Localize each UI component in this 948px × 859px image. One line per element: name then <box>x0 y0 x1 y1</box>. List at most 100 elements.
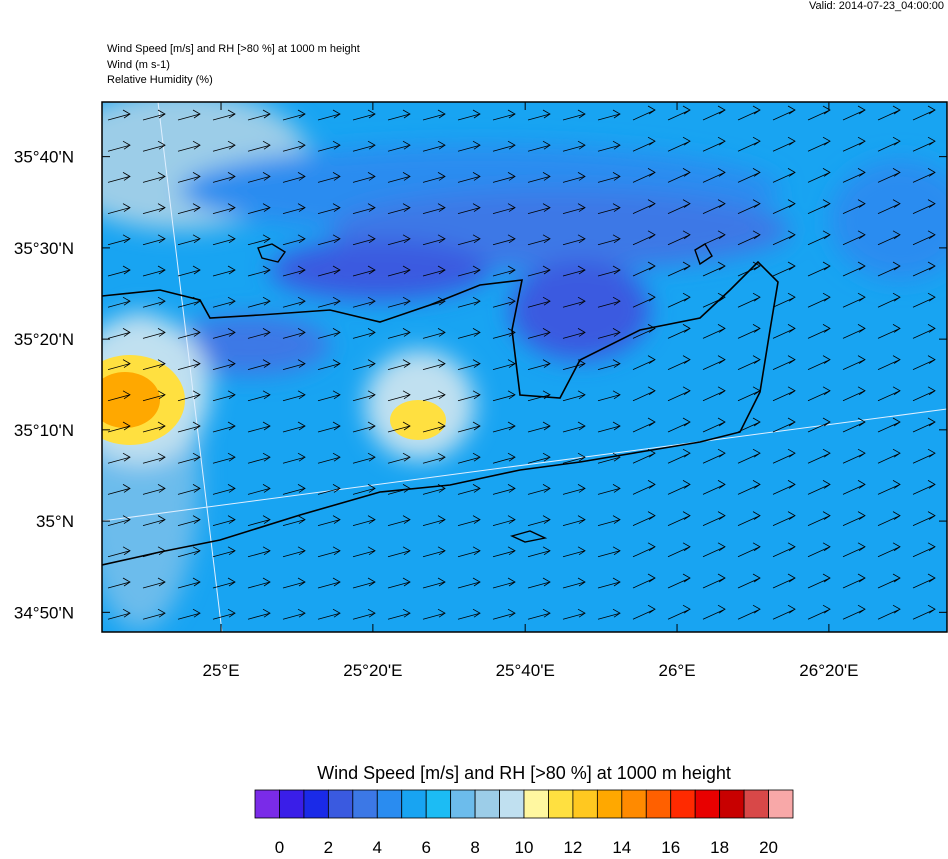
wind-arrow <box>212 140 236 152</box>
colorbar-swatch <box>279 789 305 819</box>
wind-arrow <box>457 577 481 589</box>
wind-arrow <box>387 577 411 589</box>
wind-arrow <box>422 234 446 246</box>
wind-arrow <box>282 515 306 526</box>
wind-arrow <box>562 234 586 246</box>
wind-arrow <box>877 604 901 620</box>
wind-arrow <box>317 172 341 183</box>
wind-arrow <box>912 604 936 620</box>
wind-arrow <box>702 386 726 402</box>
wind-arrow <box>317 359 341 370</box>
wind-arrow <box>317 390 341 402</box>
y-tick-label: 35°40'N <box>14 148 74 167</box>
wind-arrow <box>492 515 516 526</box>
wind-arrow <box>387 140 411 152</box>
wind-arrow <box>247 203 271 214</box>
wind-arrow <box>632 105 656 121</box>
wind-arrow <box>282 328 306 339</box>
wind-arrow <box>842 355 866 370</box>
wind-arrow <box>492 203 516 214</box>
wind-arrow <box>667 105 691 121</box>
wind-arrow <box>247 484 271 495</box>
wind-arrow <box>912 480 936 495</box>
wind-arrow <box>457 546 481 558</box>
wind-arrow <box>562 172 586 183</box>
wind-arrow <box>737 604 761 620</box>
wind-arrow <box>842 105 866 121</box>
wind-arrow <box>877 261 901 277</box>
wind-arrow <box>702 448 726 464</box>
wind-arrow <box>807 386 831 402</box>
wind-arrow <box>877 511 901 526</box>
wind-arrow <box>457 172 481 183</box>
wind-arrow <box>772 573 796 589</box>
wind-arrow <box>107 608 131 620</box>
wind-arrows <box>107 105 936 620</box>
wind-arrow <box>142 608 166 620</box>
wind-arrow <box>107 203 131 214</box>
wind-arrow <box>632 542 656 558</box>
wind-arrow <box>597 390 621 402</box>
wind-arrow <box>667 136 691 152</box>
colorbar-swatch <box>327 789 354 819</box>
wind-arrow <box>527 328 551 339</box>
wind-arrow <box>632 604 656 620</box>
wind-arrow <box>317 484 341 495</box>
wind-arrow <box>422 390 446 402</box>
wind-arrow <box>842 573 866 589</box>
wind-arrow <box>352 546 376 558</box>
wind-arrow <box>177 359 201 370</box>
map-frame <box>101 101 948 633</box>
wind-arrow <box>212 577 236 589</box>
wind-arrow <box>247 390 271 402</box>
island <box>257 243 713 543</box>
wind-arrow <box>632 168 656 183</box>
wind-arrow <box>387 515 411 526</box>
wind-arrow <box>177 328 201 339</box>
wind-arrow <box>807 199 831 214</box>
wind-arrow <box>107 140 131 152</box>
wind-arrow <box>562 296 586 308</box>
colorbar-swatch <box>352 789 378 819</box>
colorbar-swatch <box>645 789 672 819</box>
wind-arrow <box>842 324 866 339</box>
wind-arrow <box>842 136 866 152</box>
wind-arrow <box>317 452 341 464</box>
wind-arrow <box>702 230 726 246</box>
wind-arrow <box>702 542 726 558</box>
wind-arrow <box>352 390 376 402</box>
wind-arrow <box>912 105 936 121</box>
wind-arrow <box>737 230 761 246</box>
wind-arrow <box>492 577 516 589</box>
wind-arrow <box>422 265 446 277</box>
wind-arrow <box>737 511 761 526</box>
wind-arrow <box>667 604 691 620</box>
wind-arrow <box>772 199 796 214</box>
wind-arrow <box>527 608 551 620</box>
wind-arrow <box>632 511 656 526</box>
wind-arrow <box>667 168 691 183</box>
wind-arrow <box>457 265 481 277</box>
wind-arrow <box>142 203 166 214</box>
wind-arrow <box>282 234 306 246</box>
wind-arrow <box>107 452 131 464</box>
wind-arrow <box>877 355 901 370</box>
colorbar-swatch <box>401 789 427 819</box>
wind-arrow <box>562 140 586 152</box>
wind-arrow <box>457 359 481 370</box>
colorbar-tick-label: 4 <box>373 838 382 854</box>
wind-arrow <box>142 296 166 308</box>
wind-arrow <box>457 515 481 526</box>
wind-arrow <box>387 265 411 277</box>
colorbar-swatch <box>621 789 647 819</box>
wind-arrow <box>807 480 831 495</box>
wind-arrow <box>352 296 376 308</box>
wind-arrow <box>282 484 306 495</box>
wind-arrow <box>212 421 236 433</box>
wind-arrow <box>807 261 831 277</box>
wind-arrow <box>212 484 236 495</box>
wind-arrow <box>772 480 796 495</box>
colorbar-swatch <box>548 789 574 819</box>
colorbar-swatch <box>499 789 525 819</box>
wind-arrow <box>492 265 516 277</box>
